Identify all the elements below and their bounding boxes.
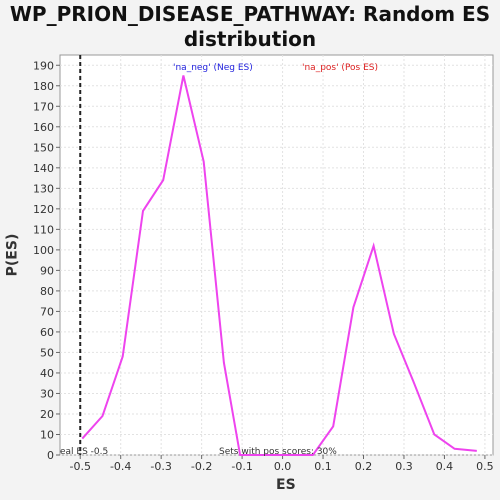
y-tick-label: 0 xyxy=(47,449,54,462)
x-tick-label: 0.4 xyxy=(436,460,454,473)
x-tick-label: 0.1 xyxy=(314,460,332,473)
y-tick-label: 160 xyxy=(33,121,54,134)
chart-title: WP_PRION_DISEASE_PATHWAY: Random ES dist… xyxy=(9,2,491,51)
y-ticks: 0 10 20 30 40 50 60 70 80 90 100 110 120 130 140 150 160… xyxy=(33,59,60,462)
y-tick-label: 80 xyxy=(40,285,54,298)
y-tick-label: 180 xyxy=(33,80,54,93)
neg-es-label: 'na_neg' (Neg ES) xyxy=(173,63,253,73)
y-tick-label: 100 xyxy=(33,244,54,257)
es-series-line xyxy=(81,75,477,456)
y-tick-label: 20 xyxy=(40,408,54,421)
y-tick-label: 50 xyxy=(40,346,54,359)
x-tick-label: 0.3 xyxy=(395,460,413,473)
y-tick-label: 130 xyxy=(33,182,54,195)
x-tick-label: 0.2 xyxy=(355,460,373,473)
y-tick-label: 30 xyxy=(40,387,54,400)
y-tick-label: 170 xyxy=(33,100,54,113)
pos-es-label: 'na_pos' (Pos ES) xyxy=(302,63,378,73)
x-tick-label: -0.2 xyxy=(191,460,212,473)
y-tick-label: 120 xyxy=(33,203,54,216)
y-tick-label: 150 xyxy=(33,141,54,154)
x-tick-label: -0.5 xyxy=(69,460,90,473)
y-tick-label: 60 xyxy=(40,326,54,339)
real-es-label: eal ES -0.5 xyxy=(60,447,108,457)
x-tick-label: 0.0 xyxy=(274,460,292,473)
y-tick-label: 190 xyxy=(33,59,54,72)
x-tick-label: -0.1 xyxy=(231,460,252,473)
x-tick-label: 0.5 xyxy=(476,460,494,473)
y-tick-label: 110 xyxy=(33,223,54,236)
pos-scores-label: Sets with pos scores: 30% xyxy=(219,447,337,457)
y-tick-label: 140 xyxy=(33,162,54,175)
x-axis-label: ES xyxy=(276,477,296,493)
plot-area xyxy=(59,54,494,456)
x-tick-label: -0.3 xyxy=(150,460,171,473)
x-tick-label: -0.4 xyxy=(110,460,131,473)
x-ticks: -0.5 -0.4 -0.3 -0.2 -0.1 0.0 0.1 0.2 0.3 0.4 0.5 xyxy=(69,455,494,473)
y-tick-label: 40 xyxy=(40,367,54,380)
y-tick-label: 10 xyxy=(40,428,54,441)
grid xyxy=(60,55,493,456)
y-tick-label: 90 xyxy=(40,264,54,277)
y-tick-label: 70 xyxy=(40,305,54,318)
